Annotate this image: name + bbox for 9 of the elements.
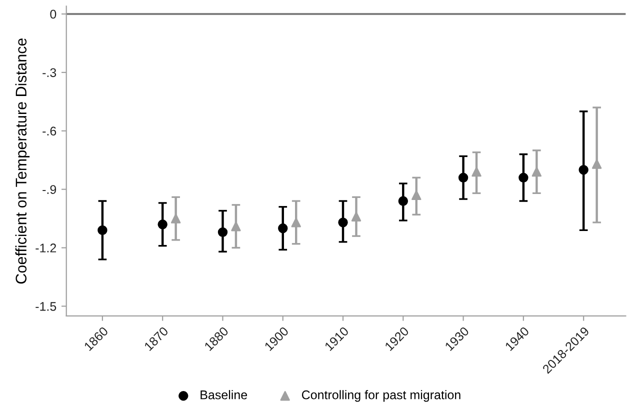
y-tick-label: -.6 xyxy=(42,126,56,136)
y-tick-label: -.3 xyxy=(42,68,56,78)
y-tick-label: -1.2 xyxy=(36,244,56,252)
y-tick-label: -1.5 xyxy=(36,302,56,311)
legend-label: Baseline xyxy=(200,390,248,400)
y-tick-label: 0 xyxy=(50,10,56,19)
legend-label: Controlling for past migration xyxy=(302,390,460,402)
y-axis-title: Coefficient on Temperature Distance xyxy=(15,38,30,284)
y-tick-label: -.9 xyxy=(42,185,56,194)
